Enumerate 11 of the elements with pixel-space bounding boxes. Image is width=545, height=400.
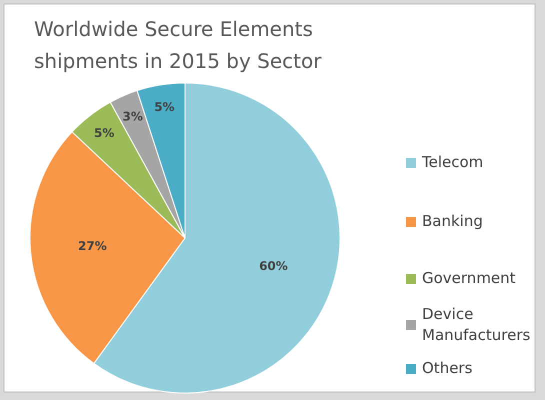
chart-title: Worldwide Secure Elements shipments in 2015 by Sector bbox=[34, 17, 322, 73]
legend-label: Others bbox=[422, 359, 473, 378]
legend-label: Telecom bbox=[421, 153, 484, 172]
data-label: 5% bbox=[94, 126, 114, 140]
data-label: 3% bbox=[122, 109, 143, 124]
data-label: 60% bbox=[259, 259, 288, 274]
data-label: 5% bbox=[154, 100, 175, 114]
legend-label: Government bbox=[422, 269, 516, 288]
legend-label: Device Manufacturers bbox=[422, 305, 530, 344]
data-label: 27% bbox=[78, 239, 107, 254]
legend-label: Banking bbox=[422, 212, 483, 230]
